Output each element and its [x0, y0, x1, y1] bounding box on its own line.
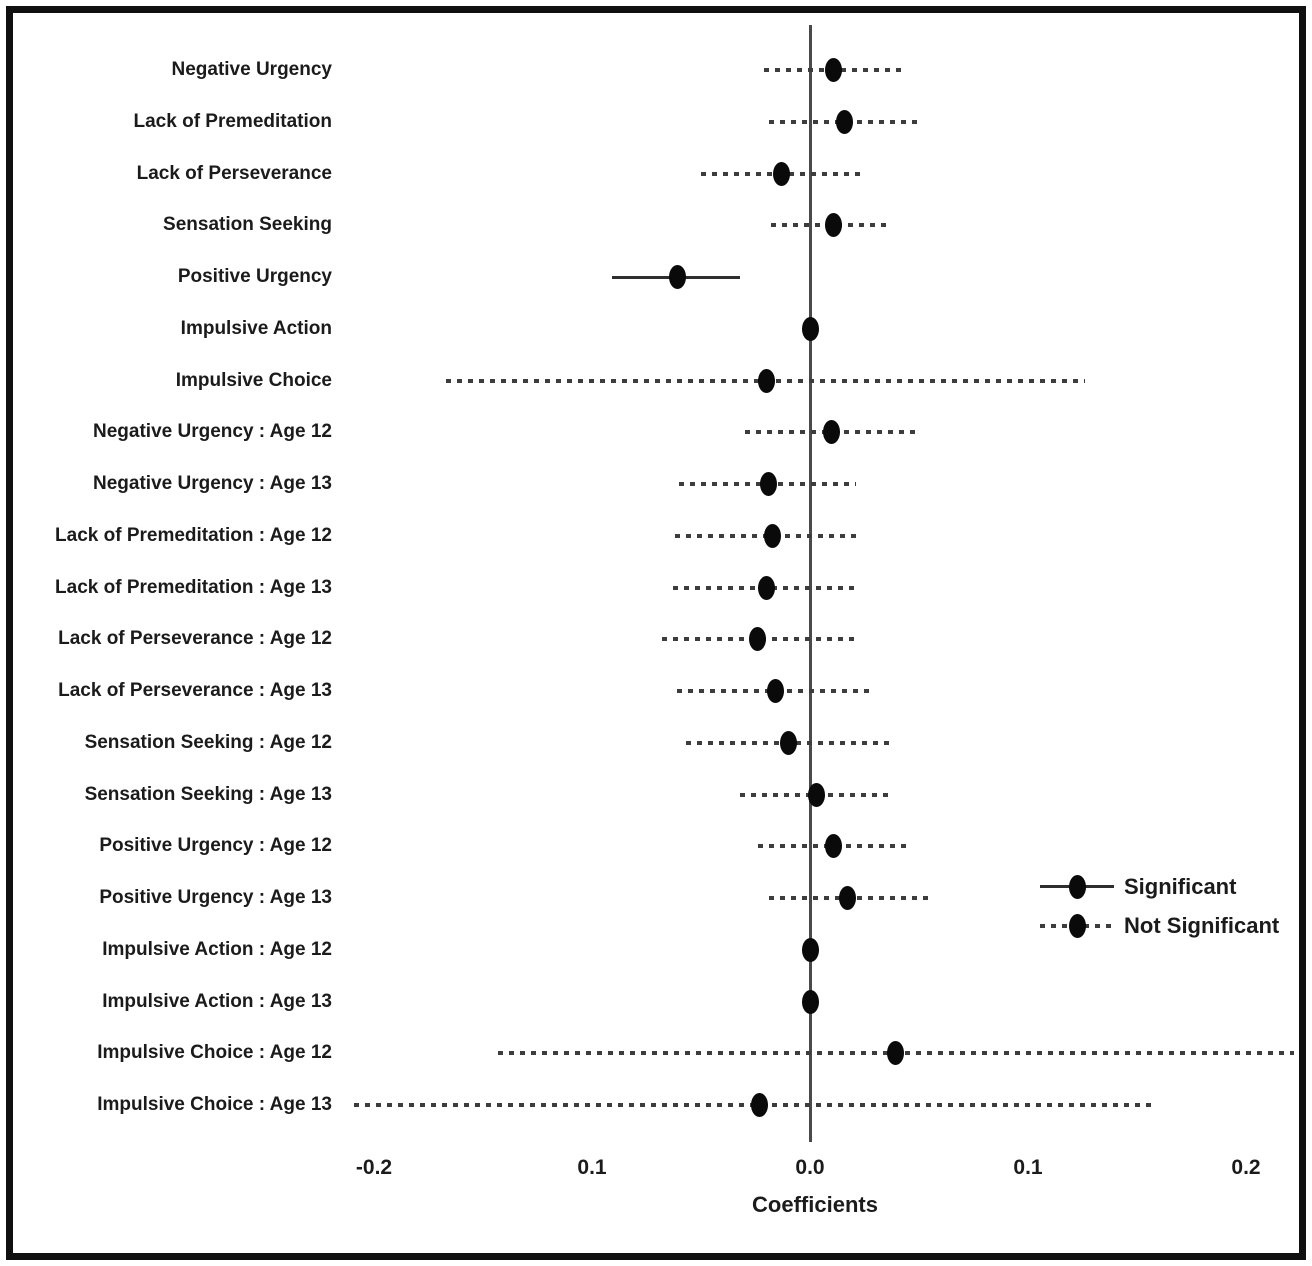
- point-marker: [801, 316, 819, 341]
- row-label: Positive Urgency : Age 12: [99, 835, 332, 857]
- point-marker: [825, 834, 843, 859]
- point-marker: [779, 730, 797, 755]
- row-label: Negative Urgency: [171, 59, 332, 80]
- row-label: Sensation Seeking : Age 13: [84, 783, 332, 805]
- point-marker: [801, 937, 819, 962]
- point-marker: [668, 265, 686, 289]
- point-marker: [825, 58, 843, 82]
- row-label: Lack of Premeditation : Age 12: [55, 524, 332, 546]
- point-marker: [801, 989, 819, 1014]
- row-label: Lack of Perseverance : Age 13: [58, 680, 332, 701]
- row-label: Lack of Premeditation : Age 13: [55, 576, 332, 598]
- x-tick-label: 0.1: [577, 1156, 607, 1179]
- row-label: Impulsive Action: [180, 317, 332, 339]
- point-marker: [825, 213, 843, 238]
- point-marker: [838, 886, 856, 910]
- point-marker: [749, 627, 767, 652]
- point-marker: [823, 420, 841, 445]
- x-tick-label: 0.1: [1013, 1156, 1043, 1179]
- row-label: Lack of Perseverance : Age 12: [58, 628, 332, 650]
- row-label: Sensation Seeking : Age 12: [84, 731, 332, 753]
- point-marker: [757, 575, 775, 600]
- point-marker: [751, 1093, 769, 1117]
- row-label: Lack of Perseverance: [136, 162, 332, 184]
- point-marker: [808, 782, 826, 807]
- point-marker: [766, 679, 784, 703]
- point-marker: [760, 472, 778, 496]
- row-label: Lack of Premeditation: [133, 110, 333, 132]
- point-marker: [757, 368, 775, 393]
- point-marker: [773, 161, 791, 186]
- row-label: Sensation Seeking: [163, 214, 332, 236]
- row-label: Negative Urgency : Age 13: [93, 473, 332, 494]
- row-label: Positive Urgency : Age 13: [99, 887, 332, 908]
- row-label: Positive Urgency: [177, 266, 332, 287]
- row-label: Impulsive Choice: [175, 369, 332, 391]
- x-tick-label: -0.2: [355, 1156, 393, 1179]
- legend-label: Not Significant: [1124, 913, 1280, 938]
- legend-label: Significant: [1124, 874, 1237, 899]
- row-label: Negative Urgency : Age 12: [93, 421, 332, 443]
- legend-point-marker: [1068, 914, 1086, 938]
- row-label: Impulsive Action : Age 13: [102, 990, 332, 1012]
- x-axis-title: Coefficients: [752, 1192, 878, 1217]
- row-label: Impulsive Action : Age 12: [102, 938, 332, 960]
- point-marker: [886, 1041, 904, 1066]
- point-marker: [764, 523, 782, 548]
- point-marker: [836, 109, 854, 134]
- zero-axis-line: [808, 25, 812, 1142]
- row-label: Impulsive Choice : Age 13: [97, 1094, 332, 1115]
- x-tick-label: 0.0: [795, 1156, 825, 1179]
- x-tick-label: 0.2: [1231, 1156, 1261, 1179]
- row-label: Impulsive Choice : Age 12: [97, 1042, 332, 1064]
- legend-point-marker: [1068, 875, 1086, 899]
